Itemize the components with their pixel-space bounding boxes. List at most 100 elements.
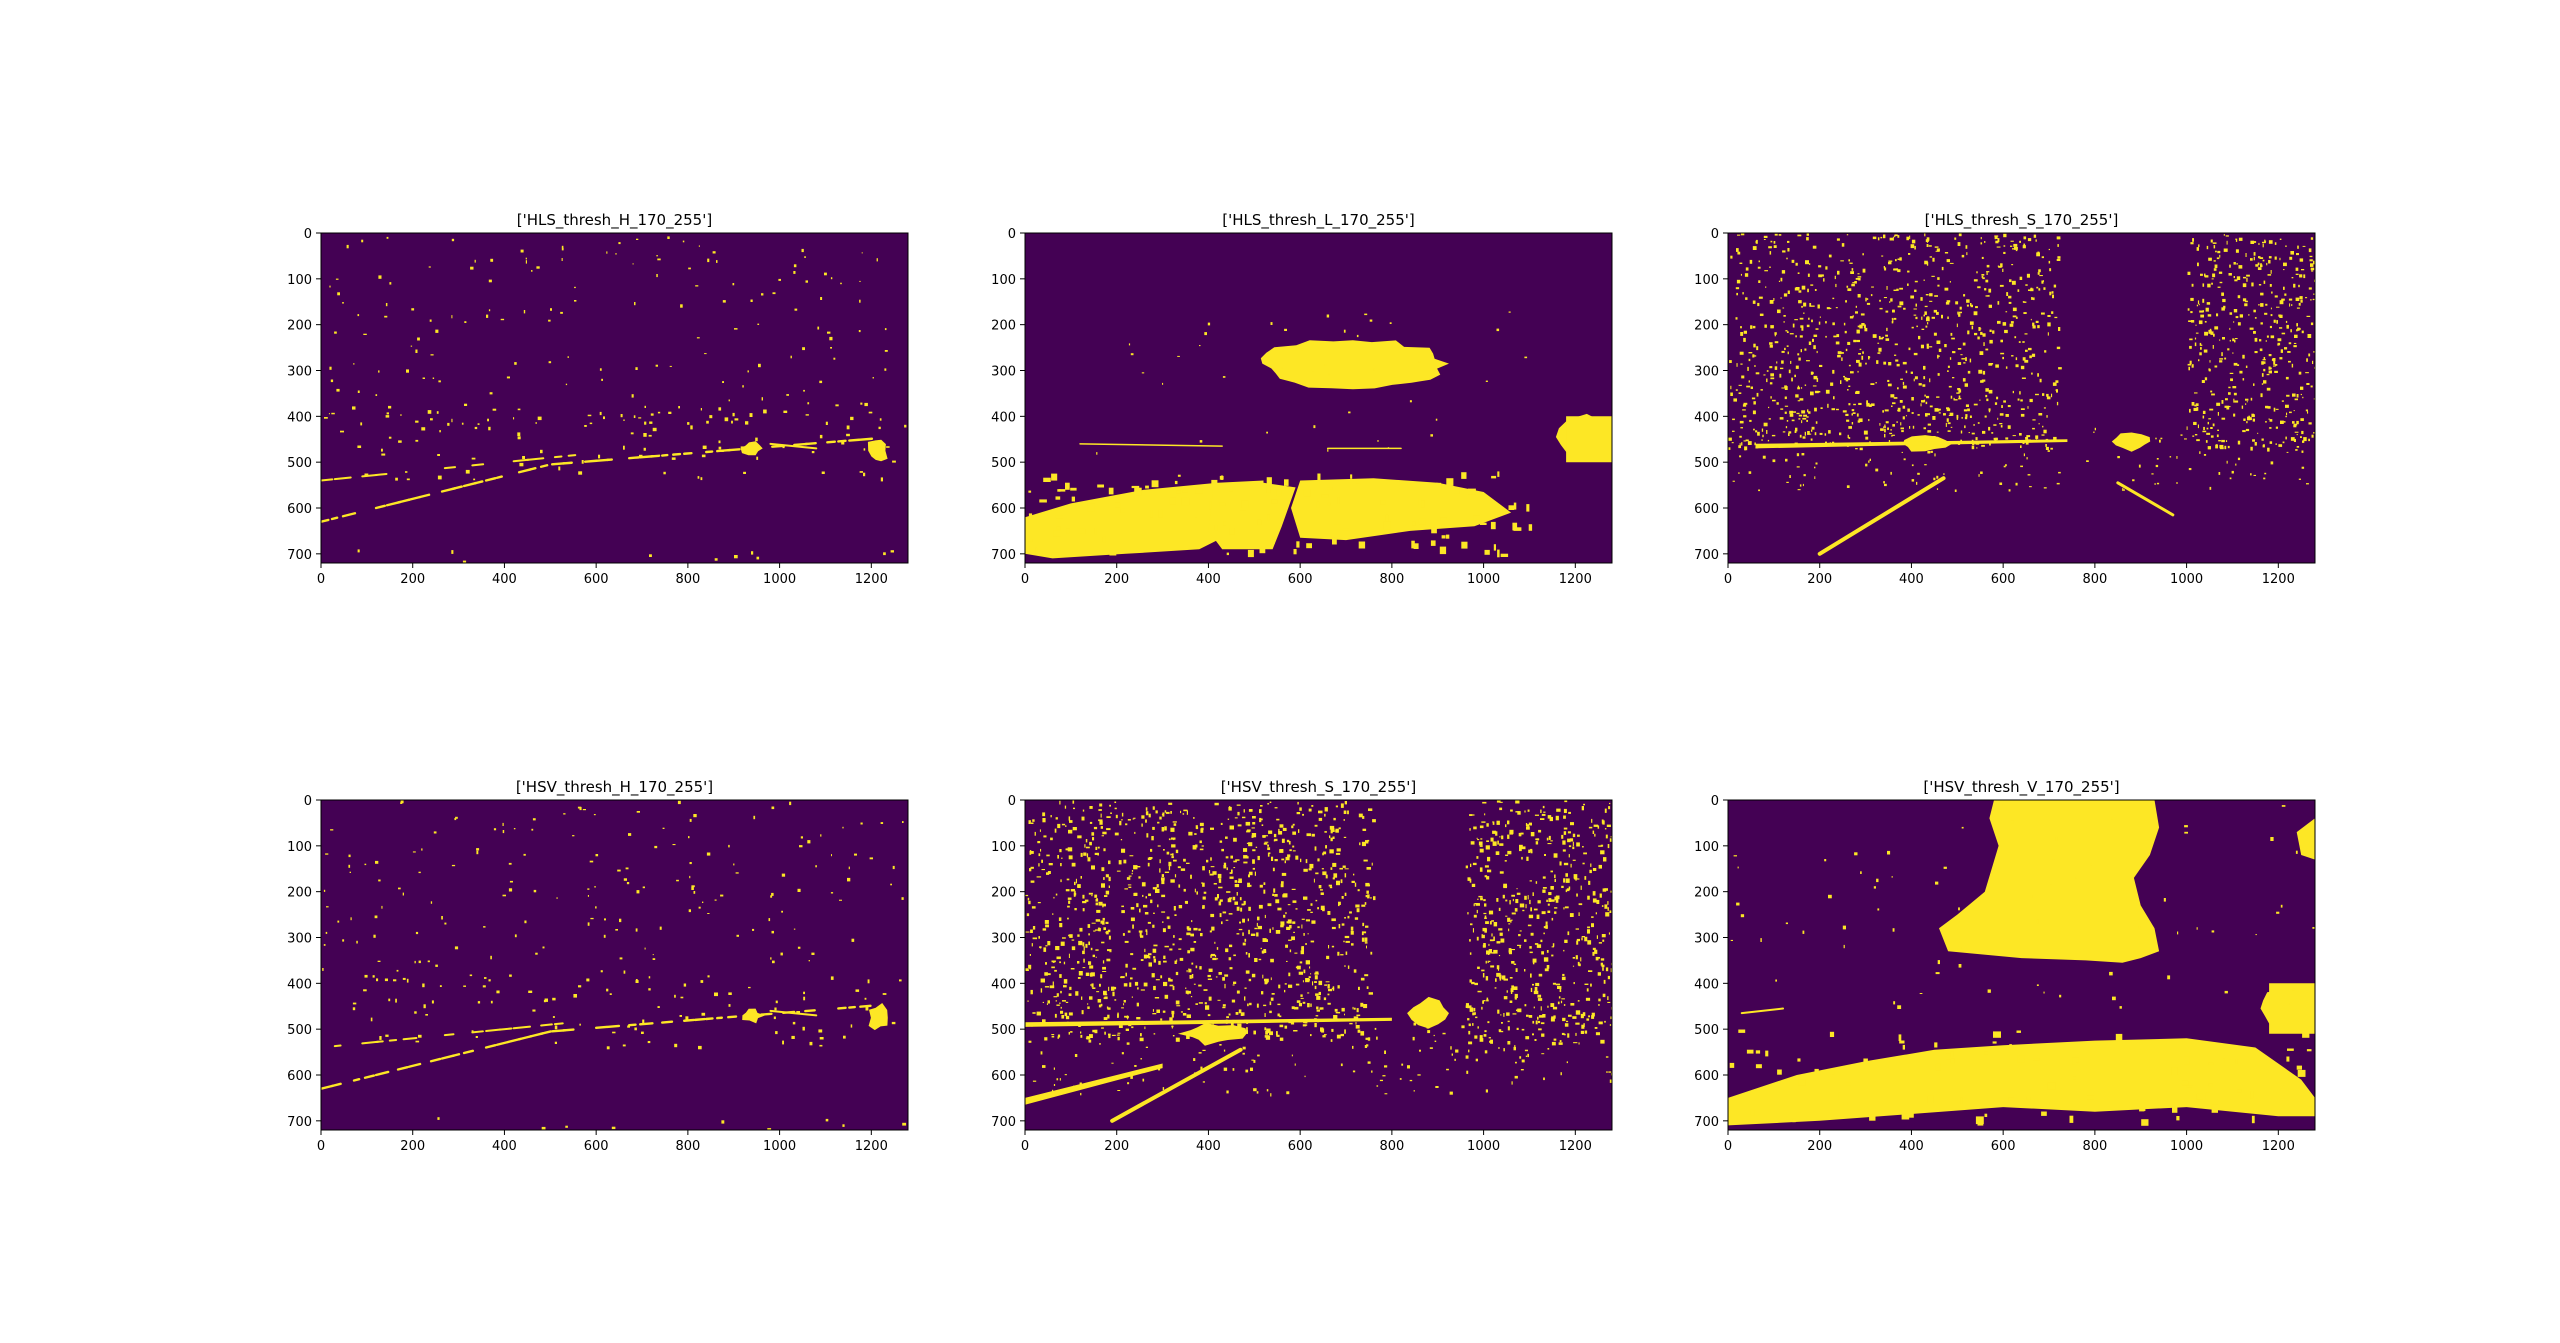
- subplot-3: ['HLS_thresh_S_170_255'] 0 200 400 600 800 100…: [1694, 211, 2316, 587]
- subplot-title: ['HSV_thresh_H_170_255']: [516, 778, 713, 797]
- x-tick-label: 0: [1724, 572, 1732, 587]
- x-tick-label: 600: [584, 1139, 609, 1154]
- y-tick-label: 300: [991, 932, 1016, 947]
- y-tick-label: 100: [287, 840, 312, 855]
- y-tick-label: 200: [1694, 319, 1719, 334]
- x-tick-label: 800: [1379, 1139, 1404, 1154]
- y-tick-label: 300: [1694, 932, 1719, 947]
- y-tick-label: 600: [991, 502, 1016, 517]
- x-tick-label: 1000: [763, 1139, 796, 1154]
- y-tick-label: 300: [991, 365, 1016, 380]
- subplot-5: ['HSV_thresh_S_170_255'] 0 200 400 600 800 100…: [991, 778, 1613, 1154]
- x-tick-label: 800: [675, 572, 700, 587]
- x-tick-label: 400: [1899, 572, 1924, 587]
- x-tick-label: 800: [2082, 1139, 2107, 1154]
- y-tick-label: 700: [287, 548, 312, 563]
- x-tick-label: 200: [400, 572, 425, 587]
- y-tick-label: 0: [1008, 227, 1016, 242]
- y-tick-label: 300: [1694, 365, 1719, 380]
- y-tick-label: 700: [991, 548, 1016, 563]
- x-tick-label: 600: [1288, 572, 1313, 587]
- x-tick-label: 0: [1021, 1139, 1029, 1154]
- x-tick-label: 600: [1991, 1139, 2016, 1154]
- subplot-title: ['HLS_thresh_S_170_255']: [1925, 211, 2119, 230]
- y-tick-label: 500: [991, 456, 1016, 471]
- axes-frame: [1024, 799, 1613, 1131]
- x-tick-label: 800: [1379, 572, 1404, 587]
- subplot-title: ['HSV_thresh_S_170_255']: [1221, 778, 1417, 797]
- x-tick-label: 0: [1724, 1139, 1732, 1154]
- axes-frame: [1024, 232, 1613, 564]
- x-tick-label: 600: [584, 572, 609, 587]
- heatmap-image: [321, 800, 908, 1130]
- x-tick-label: 600: [1288, 1139, 1313, 1154]
- heatmap-background: [321, 800, 908, 1130]
- x-tick-label: 1000: [1467, 572, 1500, 587]
- y-tick-label: 200: [287, 886, 312, 901]
- subplot-grid: ['HLS_thresh_H_170_255'] 0 200 400 600 800 100…: [287, 211, 2316, 1154]
- y-tick-label: 700: [1694, 548, 1719, 563]
- y-tick-label: 400: [1694, 410, 1719, 425]
- x-tick-label: 600: [1991, 572, 2016, 587]
- x-tick-label: 0: [317, 572, 325, 587]
- y-tick-label: 100: [991, 840, 1016, 855]
- axes-frame: [1727, 799, 2316, 1131]
- y-tick-label: 500: [1694, 1023, 1719, 1038]
- y-tick-label: 600: [991, 1069, 1016, 1084]
- axes-frame: [1727, 232, 2316, 564]
- y-tick-label: 400: [287, 977, 312, 992]
- subplot-title: ['HSV_thresh_V_170_255']: [1923, 778, 2119, 797]
- y-tick-label: 700: [1694, 1115, 1719, 1130]
- y-tick-label: 400: [1694, 977, 1719, 992]
- x-tick-label: 200: [400, 1139, 425, 1154]
- y-tick-label: 200: [287, 319, 312, 334]
- heatmap-image: [1728, 233, 2315, 563]
- x-tick-label: 1200: [1559, 572, 1592, 587]
- x-tick-label: 1200: [855, 572, 888, 587]
- heatmap-marks: [1025, 311, 1612, 559]
- x-tick-label: 200: [1104, 572, 1129, 587]
- y-tick-label: 200: [991, 319, 1016, 334]
- heatmap-image: [321, 233, 908, 563]
- y-tick-label: 300: [287, 365, 312, 380]
- y-tick-label: 100: [1694, 273, 1719, 288]
- heatmap-image: [1728, 800, 2315, 1130]
- y-tick-label: 400: [991, 977, 1016, 992]
- x-tick-label: 1200: [2262, 1139, 2295, 1154]
- y-tick-label: 700: [991, 1115, 1016, 1130]
- y-tick-label: 700: [287, 1115, 312, 1130]
- x-tick-label: 800: [2082, 572, 2107, 587]
- y-tick-label: 600: [1694, 1069, 1719, 1084]
- y-tick-label: 500: [1694, 456, 1719, 471]
- x-tick-label: 400: [1899, 1139, 1924, 1154]
- y-tick-label: 0: [1711, 227, 1719, 242]
- y-tick-label: 500: [287, 1023, 312, 1038]
- y-tick-label: 500: [991, 1023, 1016, 1038]
- y-tick-label: 0: [304, 227, 312, 242]
- x-tick-label: 800: [675, 1139, 700, 1154]
- y-tick-label: 400: [287, 410, 312, 425]
- x-tick-label: 1000: [2170, 1139, 2203, 1154]
- x-tick-label: 400: [1196, 572, 1221, 587]
- x-tick-label: 200: [1807, 572, 1832, 587]
- subplot-4: ['HSV_thresh_H_170_255'] 0 200 400 600 800 100…: [287, 778, 909, 1154]
- y-tick-label: 100: [1694, 840, 1719, 855]
- heatmap-marks: [321, 236, 907, 563]
- x-tick-label: 1000: [1467, 1139, 1500, 1154]
- y-tick-label: 600: [287, 502, 312, 517]
- heatmap-marks: [1025, 800, 1612, 1123]
- heatmap-image: [1025, 800, 1612, 1130]
- x-tick-label: 400: [492, 572, 517, 587]
- subplot-2: ['HLS_thresh_L_170_255'] 0 200 400 600 800 100…: [991, 211, 1613, 587]
- subplot-title: ['HLS_thresh_L_170_255']: [1222, 211, 1415, 230]
- subplot-title: ['HLS_thresh_H_170_255']: [517, 211, 712, 230]
- y-tick-label: 0: [1711, 794, 1719, 809]
- y-tick-label: 200: [1694, 886, 1719, 901]
- heatmap-image: [1025, 233, 1612, 563]
- y-tick-label: 300: [287, 932, 312, 947]
- subplot-1: ['HLS_thresh_H_170_255'] 0 200 400 600 800 100…: [287, 211, 909, 587]
- axes-frame: [320, 232, 909, 564]
- heatmap-background: [321, 233, 908, 563]
- y-tick-label: 0: [1008, 794, 1016, 809]
